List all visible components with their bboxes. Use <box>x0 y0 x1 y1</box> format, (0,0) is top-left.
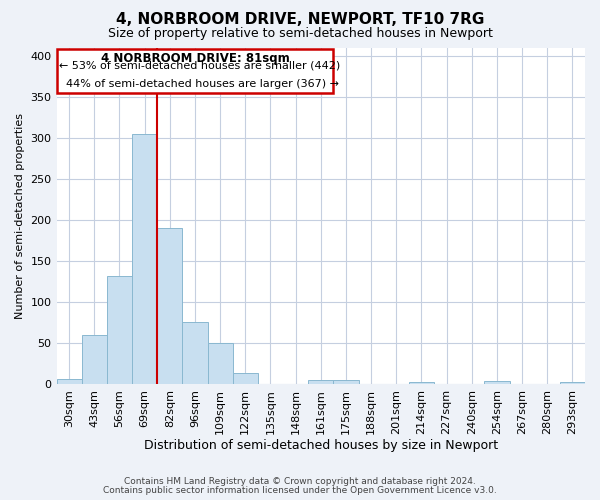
Bar <box>107 276 132 384</box>
Bar <box>182 322 208 384</box>
X-axis label: Distribution of semi-detached houses by size in Newport: Distribution of semi-detached houses by … <box>144 440 498 452</box>
Bar <box>132 134 157 384</box>
Text: Contains public sector information licensed under the Open Government Licence v3: Contains public sector information licen… <box>103 486 497 495</box>
Bar <box>409 382 434 384</box>
Text: 4 NORBROOM DRIVE: 81sqm: 4 NORBROOM DRIVE: 81sqm <box>101 52 289 64</box>
Bar <box>308 380 334 384</box>
Y-axis label: Number of semi-detached properties: Number of semi-detached properties <box>15 112 25 318</box>
Bar <box>484 382 509 384</box>
FancyBboxPatch shape <box>56 49 334 92</box>
Bar <box>82 334 107 384</box>
Bar <box>56 379 82 384</box>
Text: 44% of semi-detached houses are larger (367) →: 44% of semi-detached houses are larger (… <box>59 78 339 88</box>
Text: 4, NORBROOM DRIVE, NEWPORT, TF10 7RG: 4, NORBROOM DRIVE, NEWPORT, TF10 7RG <box>116 12 484 28</box>
Text: Contains HM Land Registry data © Crown copyright and database right 2024.: Contains HM Land Registry data © Crown c… <box>124 477 476 486</box>
Text: Size of property relative to semi-detached houses in Newport: Size of property relative to semi-detach… <box>107 28 493 40</box>
Bar <box>157 228 182 384</box>
Bar <box>233 374 258 384</box>
Bar <box>208 343 233 384</box>
Text: ← 53% of semi-detached houses are smaller (442): ← 53% of semi-detached houses are smalle… <box>59 60 340 70</box>
Bar <box>560 382 585 384</box>
Bar <box>334 380 359 384</box>
